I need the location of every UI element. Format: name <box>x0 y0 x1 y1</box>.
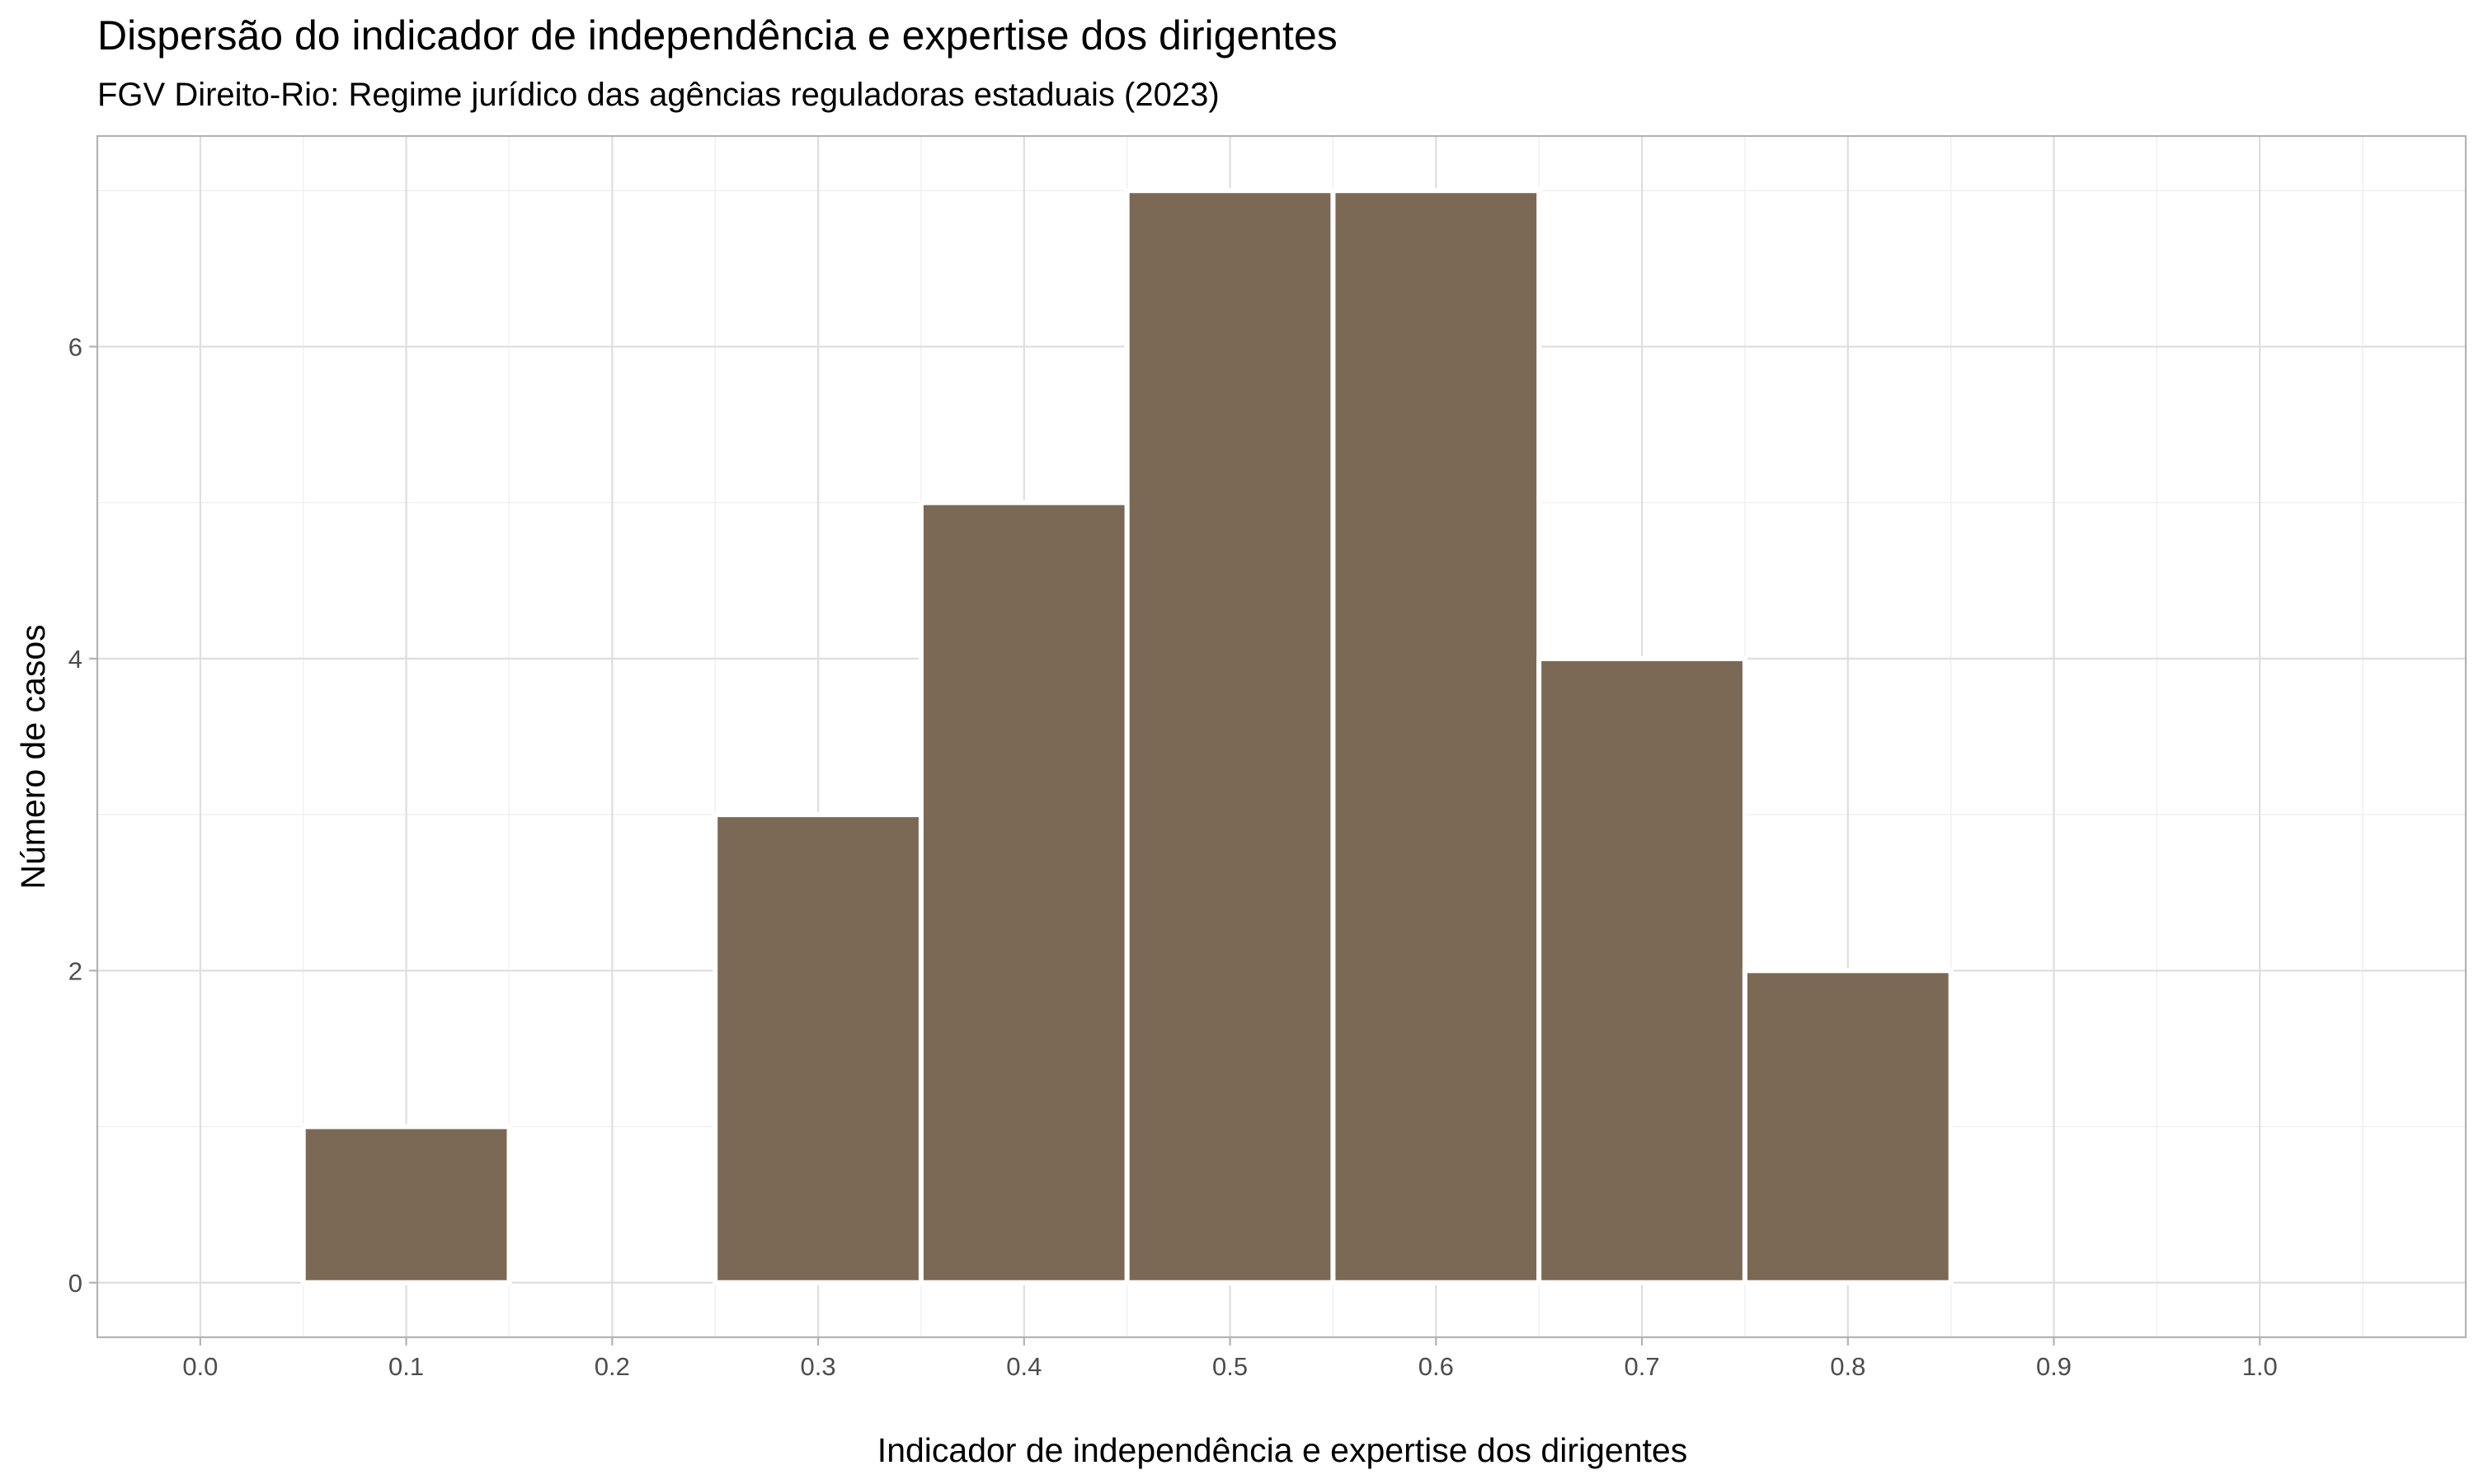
y-tick-label: 6 <box>68 332 82 361</box>
x-axis: 0.0 0.1 0.2 0.3 0.4 0.5 0.6 0.7 0.8 0.9 1.0 <box>182 1337 2278 1381</box>
y-axis: 0 2 4 6 <box>68 332 97 1298</box>
x-tick-label: 0.5 <box>1212 1352 1248 1381</box>
bars-layer <box>300 188 1954 1285</box>
chart-subtitle: FGV Direito-Rio: Regime jurídico das agê… <box>97 77 1220 113</box>
x-tick-label: 0.6 <box>1418 1352 1454 1381</box>
histogram-bar <box>300 1124 512 1285</box>
y-tick-label: 2 <box>68 956 82 985</box>
y-axis-title: Número de casos <box>14 624 52 889</box>
x-tick-label: 0.1 <box>388 1352 424 1381</box>
panel-border <box>96 134 2467 1339</box>
histogram-bar <box>1330 188 1542 1285</box>
x-axis-title: Indicador de independência e expertise d… <box>877 1431 1687 1469</box>
x-tick-label: 0.4 <box>1006 1352 1042 1381</box>
histogram-bar <box>1742 968 1954 1285</box>
y-tick-label: 0 <box>68 1269 82 1298</box>
x-tick-label: 1.0 <box>2242 1352 2278 1381</box>
y-tick-label: 4 <box>68 645 82 674</box>
histogram-bar <box>918 500 1130 1285</box>
x-tick-label: 0.2 <box>595 1352 630 1381</box>
histogram-bar <box>1536 655 1747 1285</box>
histogram-bar <box>713 812 924 1285</box>
x-tick-label: 0.3 <box>801 1352 836 1381</box>
x-tick-label: 0.8 <box>1830 1352 1865 1381</box>
chart-title: Dispersão do indicador de independência … <box>97 12 1338 59</box>
x-tick-label: 0.9 <box>2036 1352 2072 1381</box>
histogram-bar <box>1124 188 1336 1285</box>
x-tick-label: 0.7 <box>1624 1352 1659 1381</box>
x-tick-label: 0.0 <box>182 1352 218 1381</box>
